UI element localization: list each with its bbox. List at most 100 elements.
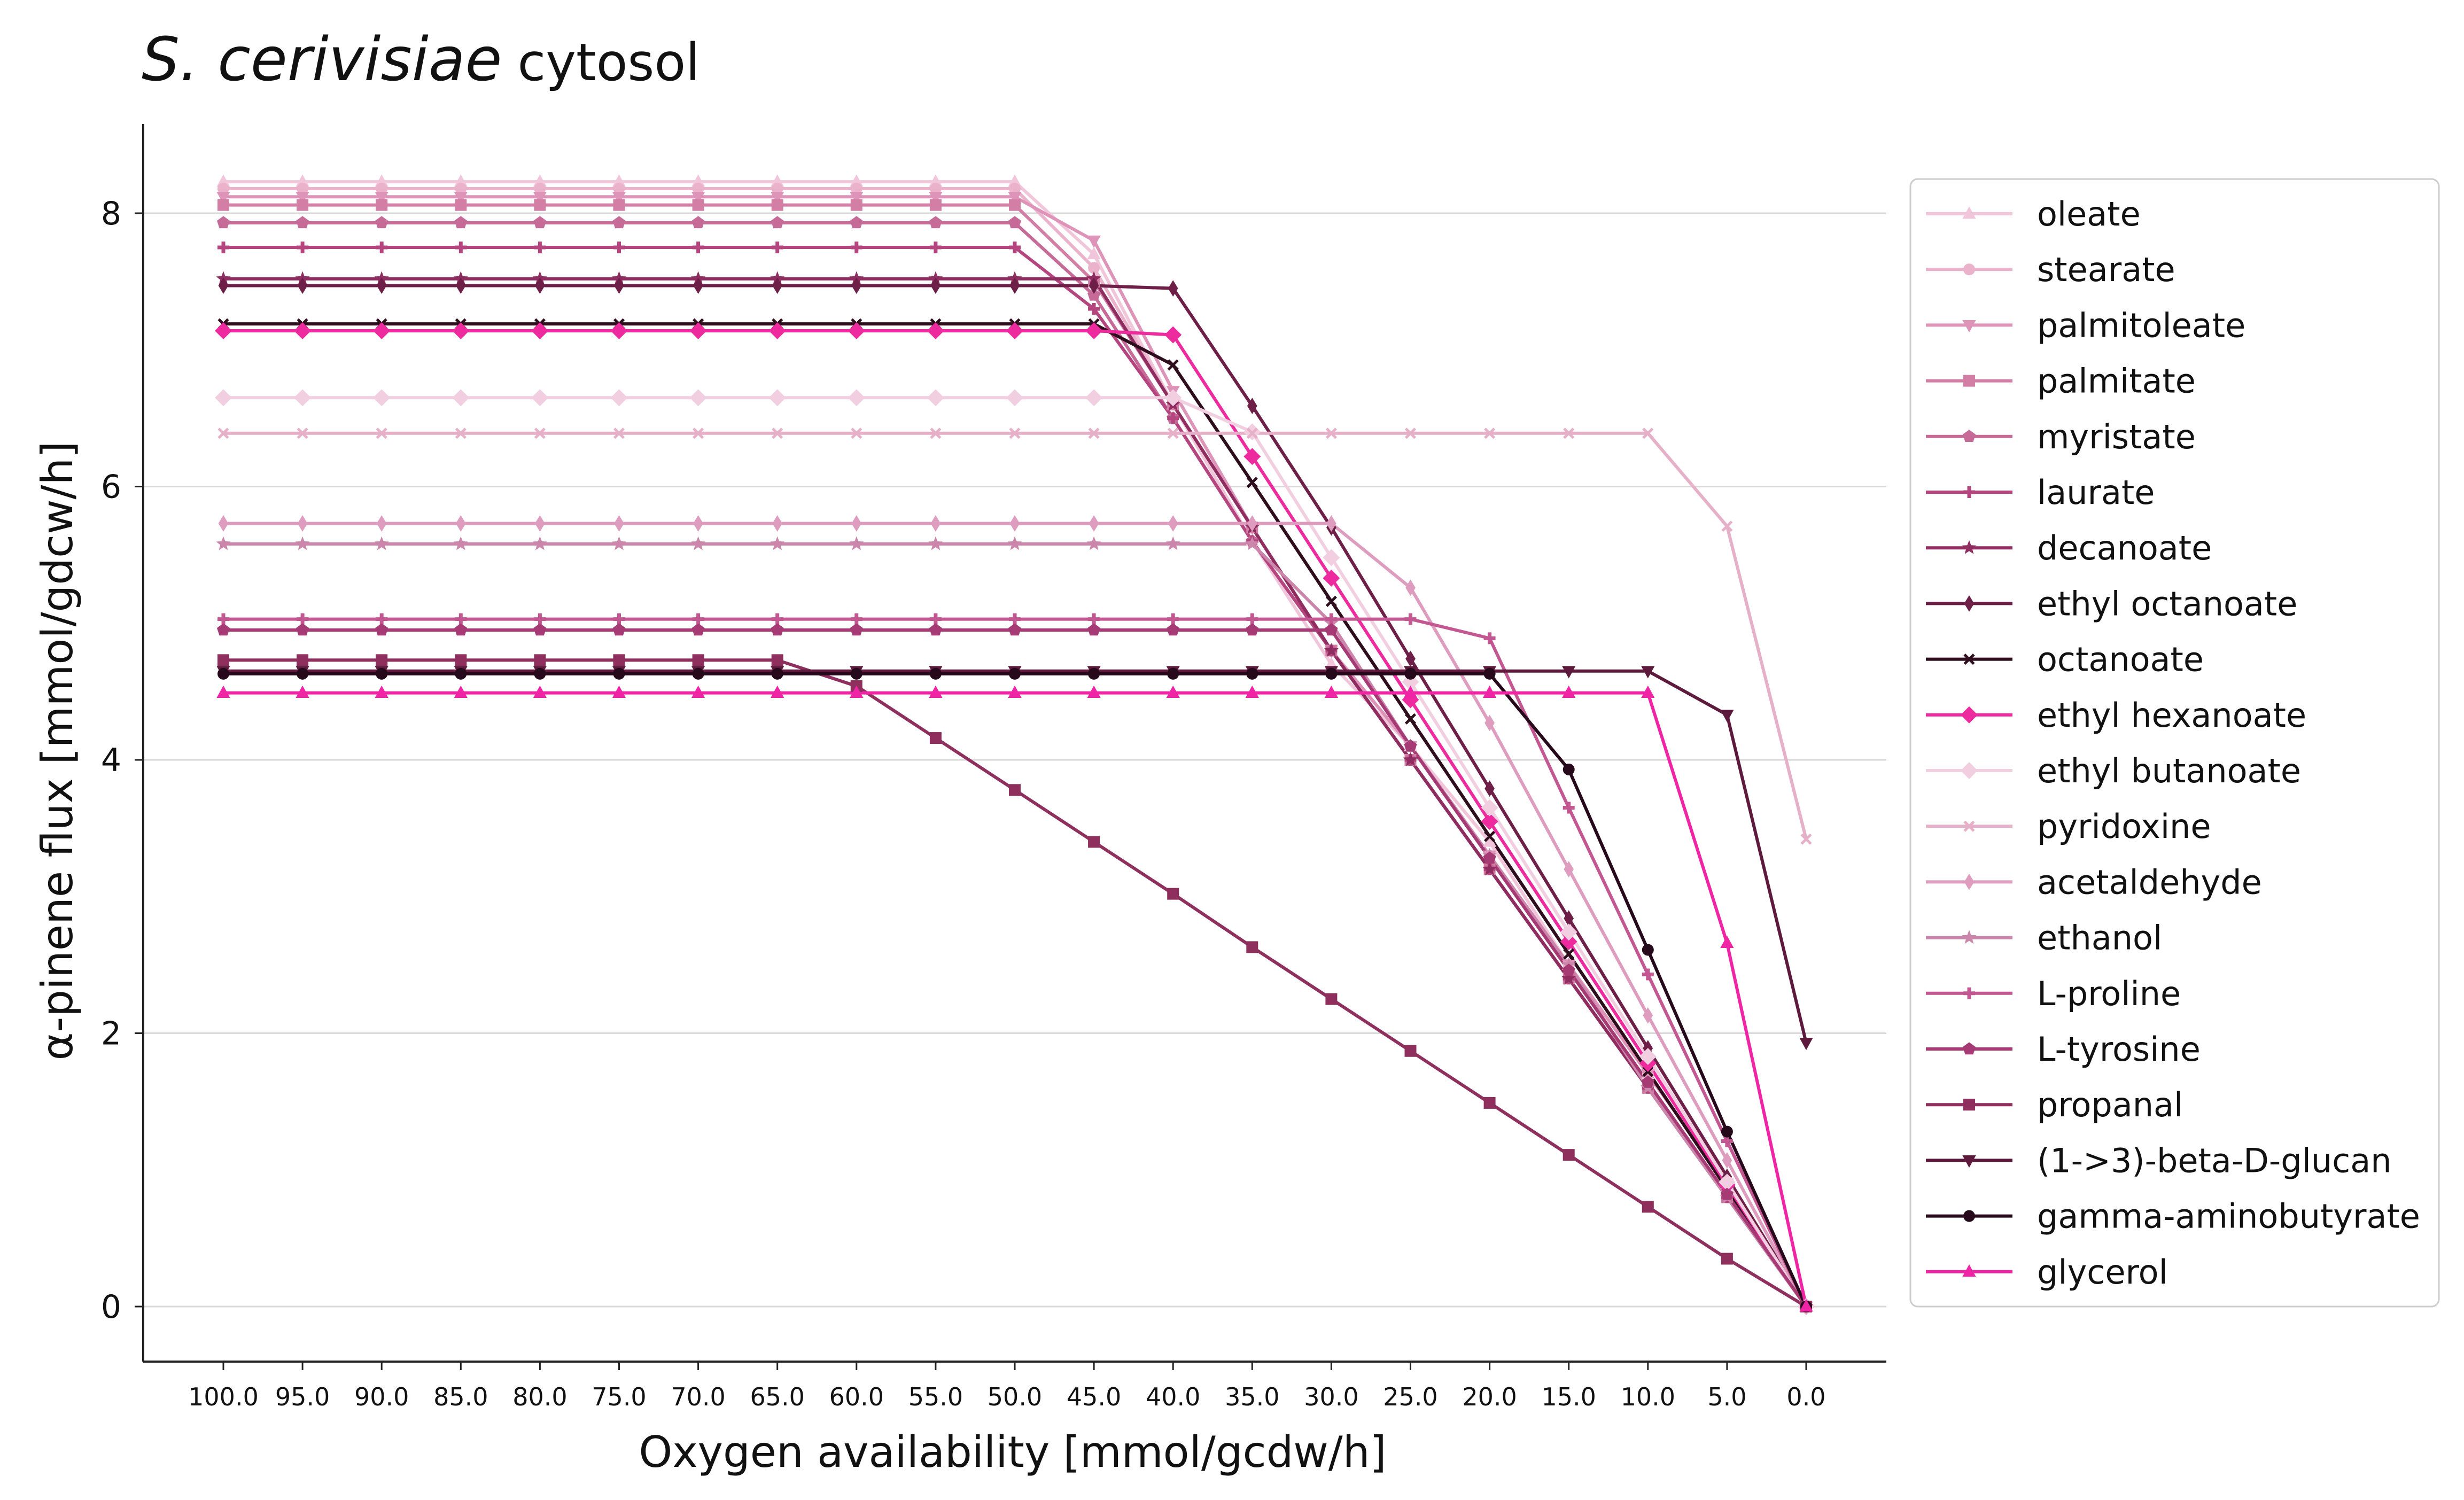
data-point-acetaldehyde	[1247, 515, 1257, 532]
y-tick-label: 6	[101, 469, 121, 506]
data-point-acetaldehyde	[1484, 714, 1495, 732]
data-point-oleate	[216, 174, 230, 187]
data-point-glycerol	[1799, 1299, 1813, 1312]
data-point-laurate	[455, 241, 467, 253]
data-point-palmitate	[455, 199, 467, 211]
data-point-glycerol	[1562, 685, 1576, 698]
data-point-oleate	[1087, 246, 1101, 260]
data-point-ethyl-octanoate	[297, 277, 308, 294]
data-point-l-tyrosine	[1325, 623, 1338, 636]
legend-label: laurate	[2037, 473, 2155, 512]
data-point-acetaldehyde	[297, 515, 308, 532]
data-point-palmitoleate	[1641, 1069, 1655, 1082]
data-point-palmitoleate	[296, 191, 309, 205]
data-point-laurate	[1167, 412, 1179, 424]
y-axis-label: α-pinene flux [mmol/gdcw/h]	[33, 441, 82, 1061]
data-point-1-3-beta-d-glucan	[1720, 710, 1734, 722]
data-point-palmitate	[534, 199, 546, 211]
legend-label: pyridoxine	[2037, 807, 2211, 846]
data-point-gamma-aminobutyrate	[455, 667, 467, 680]
series-line-oleate	[223, 180, 1808, 1308]
data-point-gamma-aminobutyrate	[1404, 667, 1417, 680]
data-point-l-tyrosine	[375, 623, 388, 636]
data-point-acetaldehyde	[1089, 515, 1099, 532]
data-point-decanoate	[1482, 861, 1497, 876]
data-point-stearate	[217, 182, 229, 195]
legend-entry: ethyl octanoate	[1926, 584, 2297, 623]
data-point-ethanol	[1086, 536, 1101, 550]
data-point-acetaldehyde	[1326, 515, 1336, 532]
x-tick-label: 20.0	[1462, 1382, 1517, 1411]
data-point-ethyl-butanoate	[689, 389, 707, 407]
data-point-ethanol	[216, 536, 231, 550]
data-point-stearate	[1009, 182, 1021, 195]
data-point-palmitoleate	[454, 191, 468, 205]
data-point-1-3-beta-d-glucan	[1641, 666, 1655, 679]
data-point-ethanol	[1245, 536, 1260, 550]
data-point-laurate	[850, 241, 862, 253]
data-point-ethyl-octanoate	[1247, 398, 1257, 415]
data-point-ethyl-hexanoate	[1323, 569, 1340, 587]
data-point-glycerol	[454, 685, 468, 698]
data-point-oleate	[454, 174, 468, 187]
data-point-octanoate	[1563, 948, 1575, 960]
data-point-pyridoxine	[455, 428, 467, 439]
data-point-pyridoxine	[1800, 833, 1812, 845]
data-point-propanal	[929, 732, 942, 744]
data-point-pyridoxine	[613, 428, 625, 439]
data-point-l-proline	[1563, 802, 1575, 814]
data-point-laurate	[692, 241, 704, 253]
data-point-palmitoleate	[1008, 191, 1022, 205]
data-point-palmitoleate	[850, 191, 864, 205]
series-line-1-3-beta-d-glucan	[223, 669, 1808, 1044]
data-point-pyridoxine	[851, 428, 862, 439]
data-point-glycerol	[533, 685, 547, 698]
data-point-ethyl-octanoate	[614, 277, 624, 294]
data-point-propanal	[1325, 993, 1338, 1005]
legend-entry: stearate	[1926, 250, 2175, 289]
legend-marker	[1962, 540, 1977, 554]
legend-marker	[1961, 762, 1978, 779]
data-point-pyridoxine	[1721, 520, 1733, 532]
legend-label: ethyl octanoate	[2037, 584, 2297, 623]
data-point-l-proline	[771, 613, 783, 625]
data-point-ethyl-octanoate	[851, 277, 862, 294]
data-point-palmitoleate	[533, 191, 547, 205]
data-point-gamma-aminobutyrate	[376, 667, 388, 680]
x-tick-label: 70.0	[671, 1382, 725, 1411]
data-point-l-tyrosine	[1404, 739, 1417, 752]
data-point-propanal	[534, 654, 546, 666]
data-point-ethanol	[611, 536, 627, 550]
data-point-acetaldehyde	[772, 515, 783, 532]
data-point-l-tyrosine	[612, 623, 626, 636]
data-point-ethyl-butanoate	[452, 389, 470, 407]
data-point-palmitate	[1009, 199, 1021, 211]
data-point-glycerol	[850, 685, 864, 698]
data-point-acetaldehyde	[218, 515, 229, 532]
legend-marker	[1963, 987, 1975, 999]
data-point-palmitate	[850, 199, 862, 211]
data-point-myristate	[375, 216, 388, 229]
data-point-l-tyrosine	[929, 623, 942, 636]
data-point-acetaldehyde	[1564, 861, 1574, 877]
legend-marker	[1962, 1042, 1976, 1055]
x-tick-label: 65.0	[750, 1382, 804, 1411]
data-point-propanal	[1721, 1253, 1733, 1265]
data-point-palmitoleate	[375, 191, 388, 205]
data-point-ethanol	[849, 536, 864, 550]
data-point-ethyl-hexanoate	[610, 322, 628, 339]
x-tick-label: 30.0	[1304, 1382, 1358, 1411]
data-point-stearate	[1088, 262, 1100, 274]
data-point-glycerol	[1087, 685, 1101, 698]
legend-entry: gamma-aminobutyrate	[1926, 1197, 2420, 1236]
data-point-ethanol	[928, 536, 943, 550]
data-point-octanoate	[1246, 477, 1258, 488]
data-point-palmitate	[771, 199, 783, 211]
data-point-l-tyrosine	[454, 623, 468, 636]
data-point-glycerol	[1008, 685, 1022, 698]
data-point-stearate	[455, 182, 467, 195]
legend-entry: myristate	[1926, 417, 2196, 456]
legend-marker	[1962, 320, 1976, 333]
x-tick-label: 25.0	[1383, 1382, 1437, 1411]
x-tick-label: 80.0	[512, 1382, 567, 1411]
